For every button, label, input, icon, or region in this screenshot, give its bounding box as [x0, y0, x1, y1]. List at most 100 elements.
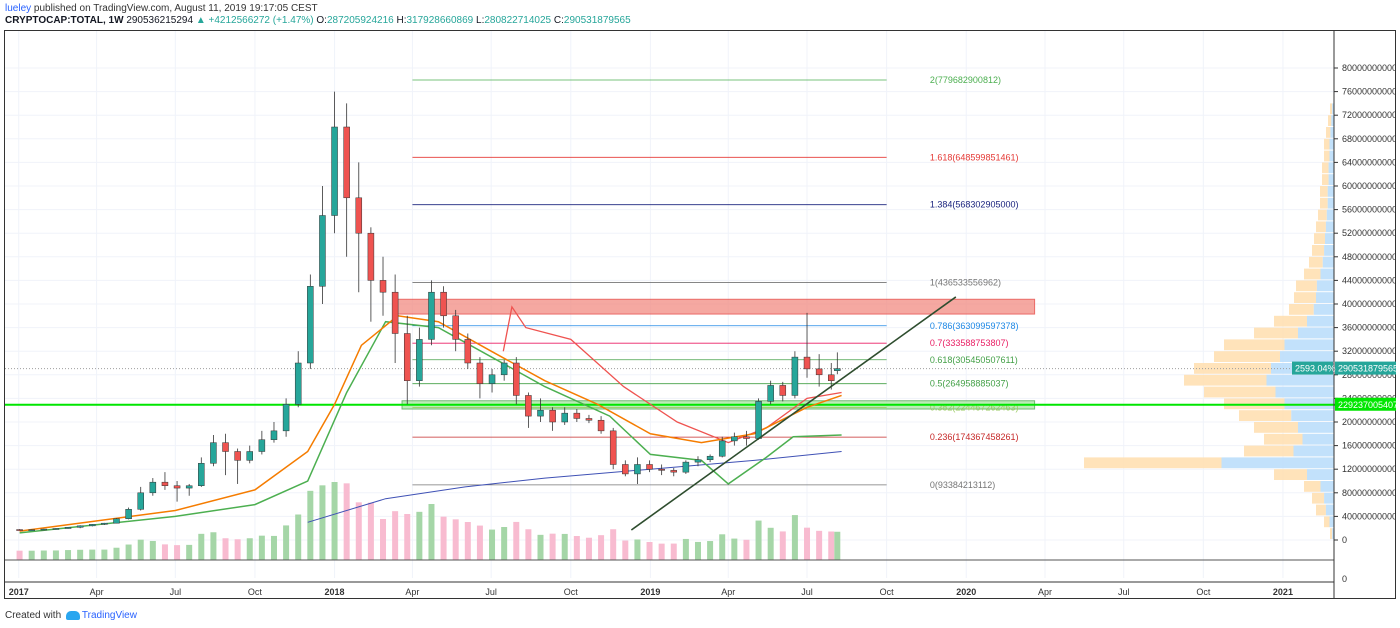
volume-profile-bar [1322, 162, 1329, 174]
volume-bar [428, 504, 435, 560]
candle-body [706, 455, 714, 461]
fib-level-label: 0.618(305450507611) [930, 355, 1018, 365]
price-axis-label: 80000000000 [1342, 488, 1396, 498]
tradingview-link[interactable]: TradingView [81, 610, 137, 621]
fib-level-label: 0.236(174367458261) [930, 432, 1019, 442]
volume-bar [804, 527, 811, 560]
volume-bar [731, 538, 738, 560]
volume-bar [198, 533, 205, 560]
volume-bar [476, 525, 483, 560]
time-axis-label: Oct [564, 587, 579, 597]
candle-body [428, 291, 435, 340]
volume-bar [682, 538, 689, 560]
candle-body [488, 374, 496, 384]
volume-profile-bar [1264, 433, 1303, 445]
candle-body [149, 481, 157, 494]
price-axis-label: 760000000000 [1342, 87, 1396, 97]
volume-profile-bar [1312, 492, 1325, 504]
volume-profile-bar [1324, 150, 1330, 162]
volume-bar [585, 537, 592, 560]
candle-body [246, 451, 254, 461]
candle-body [682, 461, 690, 473]
time-axis-label: Oct [880, 587, 895, 597]
candle-body [113, 518, 120, 524]
volume-profile-bar [1302, 433, 1334, 445]
candle-body [343, 126, 350, 199]
candle-body [476, 362, 484, 384]
candle-body [622, 464, 629, 475]
volume-profile-bar [1329, 150, 1334, 162]
candle-body [391, 291, 399, 334]
candle-body [743, 436, 750, 439]
fib-level-label: 1(436533556962) [930, 277, 1001, 287]
volume-bar [743, 539, 750, 560]
volume-profile-bar [1254, 422, 1298, 433]
candle-body [64, 527, 72, 529]
price-axis-label: 480000000000 [1342, 252, 1396, 262]
close-value: 290531879565 [563, 15, 631, 26]
volume-profile-bar [1296, 280, 1317, 292]
volume-profile-bar [1328, 174, 1334, 185]
volume-profile-bar [1304, 481, 1321, 492]
fib-level-label: 0.5(264958885037) [930, 379, 1009, 389]
candle-body [609, 430, 617, 465]
candle-body [573, 412, 581, 419]
volume-profile-bar [1329, 516, 1334, 528]
fib-level-label: 0.382(224467262463) [930, 403, 1019, 413]
candle-body [767, 385, 774, 402]
fib-level-label: 2(779682900812) [930, 75, 1001, 85]
volume-bar [694, 541, 701, 560]
volume-bar [646, 542, 653, 560]
volume-bar [89, 549, 96, 560]
candle-body [282, 404, 290, 432]
chart-area[interactable]: 2(779682900812) 1.618(648599851461) 1.384(… [4, 30, 1400, 599]
horizontal-line-badge-label: 229237005407 [1338, 400, 1396, 410]
time-axis-label: Jul [1118, 587, 1130, 597]
price-axis-label: 640000000000 [1342, 157, 1396, 167]
volume-bar [246, 538, 253, 560]
volume-profile-bar [1316, 292, 1334, 303]
footer: Created with TradingView [5, 610, 137, 621]
volume-profile-bar [1274, 469, 1307, 480]
volume-profile-bar [1239, 410, 1292, 421]
volume-bar [137, 539, 144, 560]
up-arrow-icon: ▲ [195, 15, 206, 26]
volume-profile-bar [1327, 197, 1334, 209]
volume-bar [28, 550, 35, 560]
volume-bar [719, 534, 726, 560]
time-axis-label: 2018 [325, 587, 345, 597]
volume-bar [125, 544, 132, 560]
candle-body [500, 362, 508, 376]
candle-body [367, 232, 375, 281]
candle-body [101, 522, 108, 525]
candle-body [827, 374, 835, 381]
volume-bar [65, 550, 72, 560]
volume-profile-bar [1328, 115, 1332, 126]
high-label: H: [396, 15, 407, 26]
close-label: C: [553, 15, 564, 26]
fib-level-label: 0.786(363099597378) [930, 321, 1019, 331]
symbol-label: CRYPTOCAP:TOTAL, 1W [5, 15, 124, 26]
price-axis-label: 520000000000 [1342, 228, 1396, 238]
volume-bar [295, 514, 302, 560]
volume-profile-bar [1184, 374, 1267, 386]
price-axis-label: 0 [1342, 535, 1347, 545]
volume-bar [101, 549, 108, 560]
price-axis-label: 440000000000 [1342, 275, 1396, 285]
volume-profile-bar [1204, 386, 1276, 398]
volume-profile-bar [1325, 221, 1334, 233]
volume-profile-bar [1289, 304, 1314, 315]
candle-body [210, 442, 217, 464]
price-chart[interactable]: 2(779682900812) 1.618(648599851461) 1.384(… [4, 30, 1400, 599]
volume-profile-bar [1328, 162, 1334, 174]
volume-profile-bar [1316, 504, 1326, 516]
volume-profile-bar [1330, 127, 1334, 138]
volume-profile-bar [1314, 233, 1325, 244]
volume-profile-bar [1284, 339, 1334, 351]
time-axis-label: 2017 [9, 587, 29, 597]
candle-body [694, 459, 702, 463]
volume-profile-bar [1214, 351, 1280, 362]
candle-body [834, 368, 841, 371]
author-link[interactable]: lueley [5, 3, 32, 14]
fib-level-label: 1.618(648599851461) [930, 152, 1019, 162]
